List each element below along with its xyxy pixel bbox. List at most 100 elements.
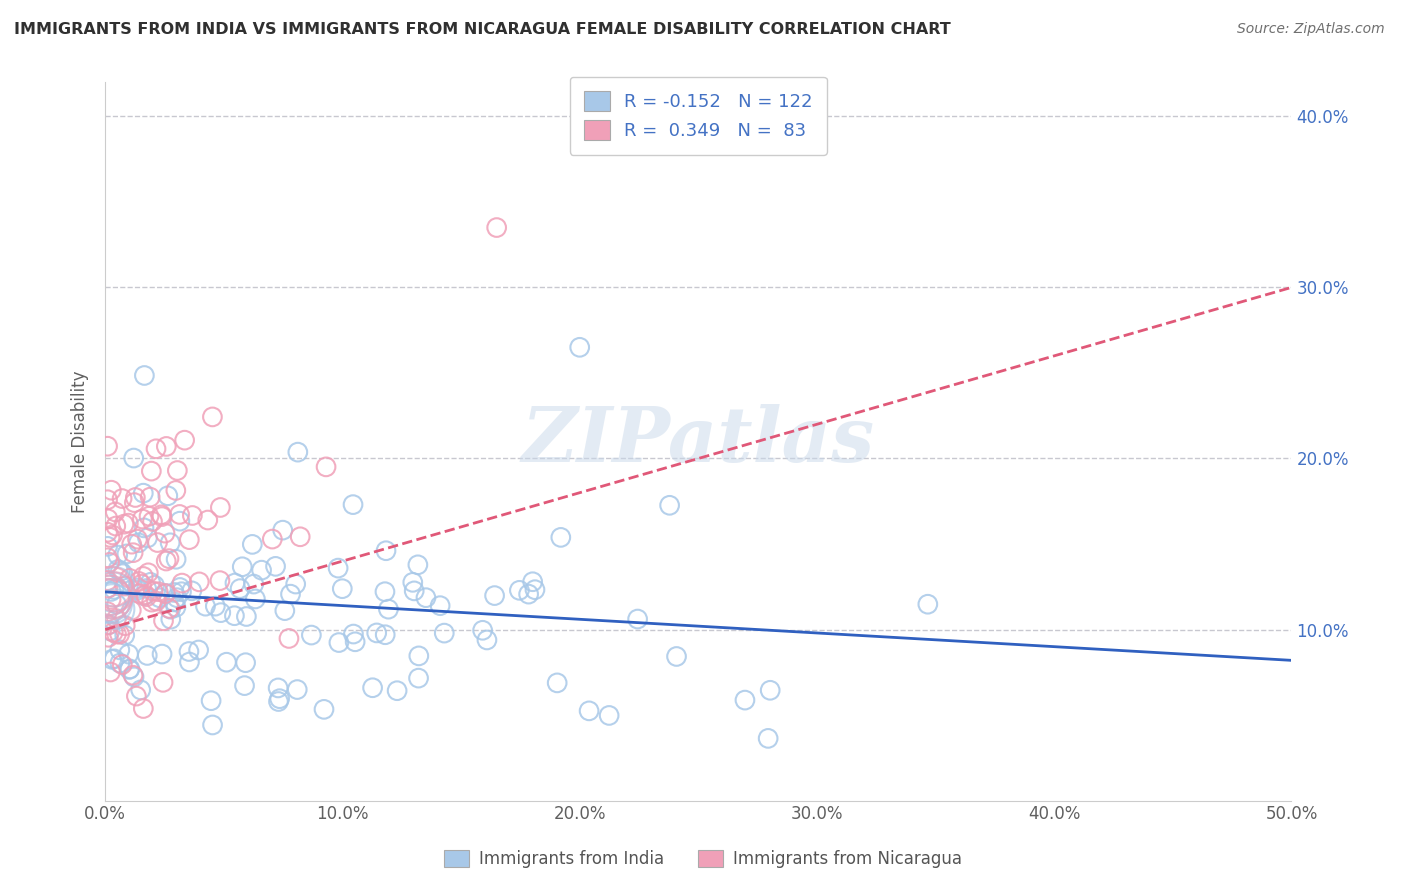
Point: [201, 409, 224, 424]
Point: [342, 627, 364, 641]
Point: [280, 587, 302, 601]
Point: [131, 512, 153, 526]
Point: [100, 584, 122, 599]
Point: [165, 483, 187, 498]
Point: [734, 693, 756, 707]
Point: [104, 519, 127, 533]
Point: [262, 532, 284, 546]
Point: [181, 508, 204, 523]
Point: [111, 491, 134, 506]
Point: [98, 588, 121, 602]
Point: [146, 535, 169, 549]
Point: [166, 591, 188, 605]
Point: [103, 625, 125, 640]
Point: [406, 558, 429, 572]
Point: [153, 526, 176, 541]
Point: [129, 682, 152, 697]
Point: [114, 579, 136, 593]
Point: [103, 582, 125, 597]
Point: [404, 583, 426, 598]
Point: [97, 630, 120, 644]
Point: [201, 718, 224, 732]
Point: [264, 559, 287, 574]
Point: [508, 583, 530, 598]
Point: [150, 508, 173, 522]
Point: [125, 689, 148, 703]
Point: [97, 550, 120, 565]
Point: [326, 561, 349, 575]
Point: [150, 647, 173, 661]
Point: [142, 584, 165, 599]
Point: [134, 368, 156, 383]
Point: [97, 574, 120, 588]
Point: [385, 683, 408, 698]
Point: [517, 587, 540, 601]
Point: [250, 563, 273, 577]
Point: [124, 495, 146, 509]
Point: [267, 681, 290, 695]
Point: [287, 445, 309, 459]
Point: [377, 602, 399, 616]
Point: [114, 618, 136, 632]
Point: [179, 533, 201, 547]
Point: [209, 500, 232, 515]
Point: [408, 648, 430, 663]
Point: [665, 649, 688, 664]
Point: [231, 559, 253, 574]
Point: [402, 575, 425, 590]
Text: ZIPatlas: ZIPatlas: [522, 404, 875, 478]
Point: [110, 564, 132, 578]
Point: [433, 626, 456, 640]
Point: [97, 540, 120, 554]
Point: [107, 548, 129, 562]
Point: [141, 515, 163, 529]
Point: [111, 566, 134, 581]
Point: [658, 498, 681, 512]
Point: [150, 509, 173, 524]
Point: [98, 595, 121, 609]
Point: [157, 601, 180, 615]
Point: [127, 581, 149, 595]
Point: [132, 486, 155, 500]
Point: [271, 523, 294, 537]
Point: [342, 498, 364, 512]
Point: [204, 599, 226, 614]
Point: [475, 632, 498, 647]
Point: [229, 582, 252, 596]
Point: [148, 584, 170, 599]
Point: [121, 537, 143, 551]
Point: [626, 612, 648, 626]
Point: [598, 708, 620, 723]
Point: [128, 574, 150, 589]
Point: [101, 528, 124, 542]
Point: [114, 628, 136, 642]
Legend: Immigrants from India, Immigrants from Nicaragua: Immigrants from India, Immigrants from N…: [437, 843, 969, 875]
Point: [104, 580, 127, 594]
Point: [108, 627, 131, 641]
Point: [139, 575, 162, 590]
Point: [141, 464, 163, 478]
Point: [361, 681, 384, 695]
Point: [312, 702, 335, 716]
Point: [152, 614, 174, 628]
Point: [97, 581, 120, 595]
Point: [97, 605, 120, 619]
Point: [173, 433, 195, 447]
Point: [152, 675, 174, 690]
Point: [97, 512, 120, 526]
Point: [100, 483, 122, 498]
Point: [98, 624, 121, 638]
Point: [550, 530, 572, 544]
Point: [97, 439, 120, 453]
Point: [233, 679, 256, 693]
Point: [122, 451, 145, 466]
Point: [299, 628, 322, 642]
Point: [136, 648, 159, 663]
Point: [523, 582, 546, 597]
Point: [134, 588, 156, 602]
Point: [568, 340, 591, 354]
Point: [132, 701, 155, 715]
Point: [98, 555, 121, 569]
Point: [132, 569, 155, 583]
Point: [128, 535, 150, 549]
